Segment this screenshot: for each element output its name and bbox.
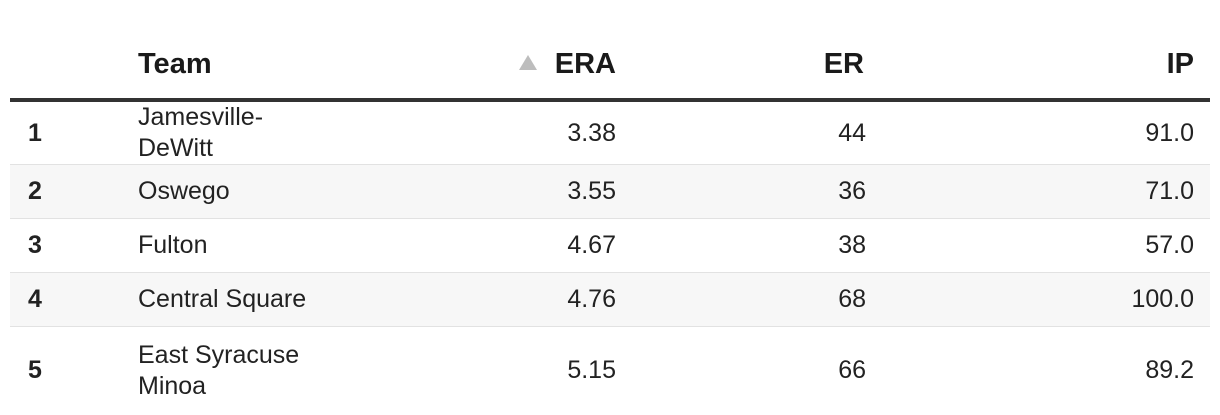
team-name: Jamesville-DeWitt [138,103,264,162]
ip-column-header[interactable]: IP [866,30,1210,102]
ip-cell: 100.0 [1131,285,1194,313]
er-column-label: ER [823,47,864,80]
rank-cell: 5 [28,356,42,385]
rank-cell: 1 [28,118,42,147]
er-column-header[interactable]: ER [616,30,866,102]
table-row: 3 Fulton 4.67 38 57.0 [10,219,1210,273]
team-cell: Jamesville-DeWitt [138,100,448,165]
rank-cell: 3 [28,231,42,259]
team-column-label: Team [138,47,212,80]
table-row: 4 Central Square 4.76 68 100.0 [10,272,1210,327]
era-cell: 3.38 [567,118,616,147]
er-cell: 44 [838,118,866,147]
team-column-header[interactable]: Team [138,30,448,102]
table-row: 5 East Syracuse Minoa 5.15 66 89.2 [10,327,1210,415]
rank-column-header [10,30,138,102]
er-cell: 36 [838,177,866,205]
team-cell: Fulton [138,219,448,273]
header-row: Team ERA ER IP [10,30,1210,102]
era-cell: 4.76 [567,285,616,313]
ip-cell: 57.0 [1145,231,1194,259]
table-row: 2 Oswego 3.55 36 71.0 [10,164,1210,219]
era-cell: 4.67 [567,231,616,259]
er-cell: 68 [838,285,866,313]
team-name: Central Square [138,285,307,313]
team-name: Fulton [138,231,208,259]
table-header: Team ERA ER IP [10,30,1210,102]
team-name: East Syracuse Minoa [138,340,300,400]
team-name: Oswego [138,177,230,205]
er-cell: 38 [838,231,866,259]
era-cell: 5.15 [567,356,616,385]
team-cell: East Syracuse Minoa [138,327,448,415]
team-cell: Oswego [138,165,448,219]
team-era-table: Team ERA ER IP 1 Jamesville-DeWitt 3.38 … [10,30,1210,415]
team-cell: Central Square [138,273,448,327]
rank-cell: 2 [28,177,42,205]
sort-ascending-icon [518,54,537,70]
ip-cell: 91.0 [1145,118,1194,147]
era-column-label: ERA [554,47,616,80]
table-row: 1 Jamesville-DeWitt 3.38 44 91.0 [10,100,1210,165]
ip-column-label: IP [1166,47,1194,80]
era-column-header[interactable]: ERA [448,30,616,102]
ip-cell: 89.2 [1145,356,1194,385]
rank-cell: 4 [28,285,42,313]
er-cell: 66 [838,356,866,385]
era-cell: 3.55 [567,177,616,205]
ip-cell: 71.0 [1145,177,1194,205]
table-body: 1 Jamesville-DeWitt 3.38 44 91.0 2 Osweg… [10,100,1210,415]
